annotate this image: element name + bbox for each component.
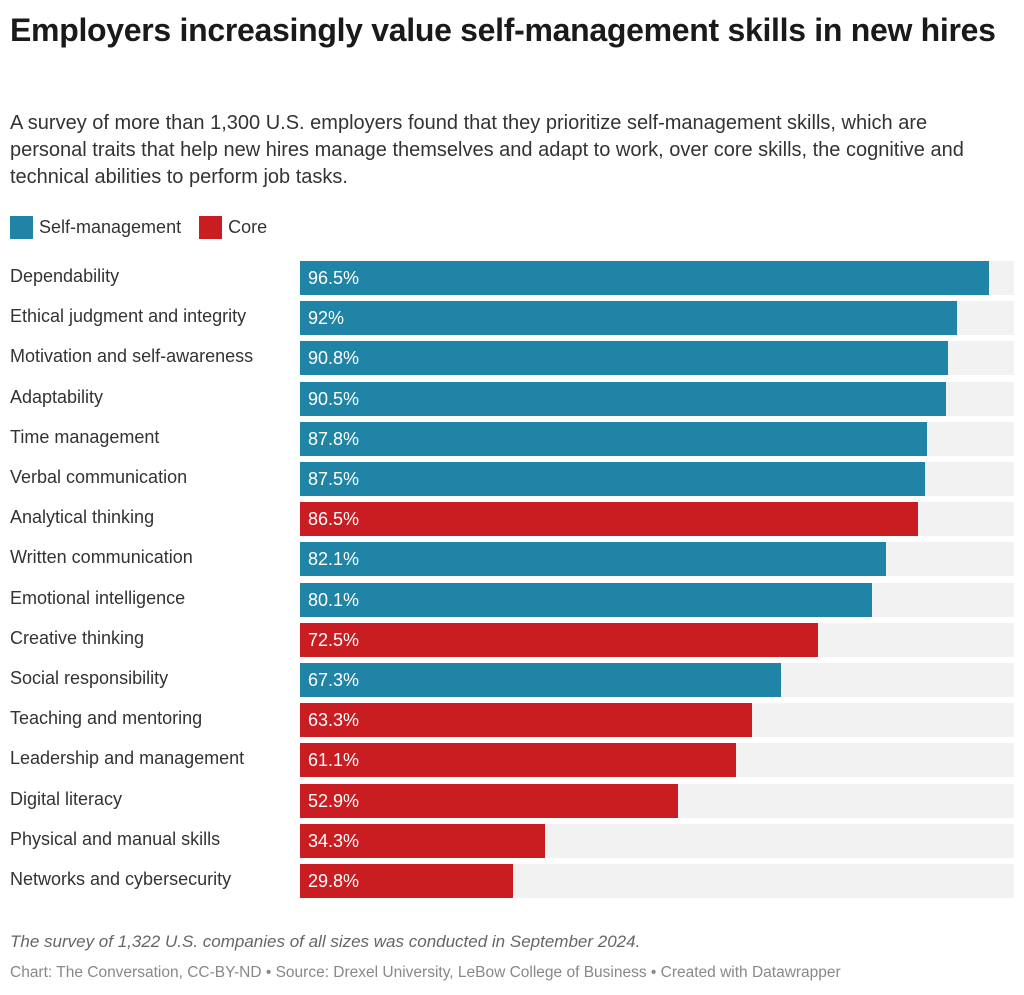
chart-credit: Chart: The Conversation, CC-BY-ND • Sour… [10,964,841,981]
data-label: 96.5% [308,268,360,288]
data-label: 92% [308,308,345,329]
bar-track: 86.5% [300,502,1014,537]
category-label: Digital literacy [10,788,123,809]
bar-row: Analytical thinking 86.5% [0,502,1024,537]
bar-row: Social responsibility 67.3% [0,663,1024,697]
data-label: 61.1% [308,750,360,771]
legend: Self-management Core [10,214,285,240]
data-label: 80.1% [308,589,360,610]
category-label: Motivation and self-awareness [10,346,254,367]
bar: 52.9% [300,783,678,818]
legend-swatch-core [199,215,223,239]
bar-track: 61.1% [300,743,1014,778]
legend-item-self-management: Self-management [10,215,182,239]
bar: 90.5% [300,381,947,416]
bar: 82.1% [300,542,887,577]
bar-row: Motivation and self-awareness 90.8% [0,341,1024,376]
category-label: Teaching and mentoring [10,708,203,729]
bar-row: Ethical judgment and integrity 92% [0,301,1024,336]
bar: 29.8% [300,864,513,898]
bar-track: 90.5% [300,381,1014,416]
bar-chart: Dependability 96.5% Ethical judgment and i… [0,261,1024,901]
bar: 80.1% [300,582,872,617]
chart-title: Employers increasingly value self-manage… [10,12,996,48]
category-label: Emotional intelligence [10,587,186,608]
bar-row: Digital literacy 52.9% [0,783,1024,818]
category-label: Leadership and management [10,748,245,769]
bar-track: 72.5% [300,622,1014,657]
bar-track: 34.3% [300,823,1014,858]
bar-row: Adaptability 90.5% [0,381,1024,416]
legend-label-self-management: Self-management [39,216,182,237]
bar: 90.8% [300,341,949,376]
bar: 87.8% [300,421,927,456]
data-label: 90.8% [308,348,360,369]
legend-swatch-self-management [10,215,33,239]
bar-track: 82.1% [300,542,1014,577]
bar-track: 63.3% [300,703,1014,738]
bar: 63.3% [300,703,752,738]
data-label: 82.1% [308,549,360,570]
legend-label-core: Core [228,216,268,237]
bar-row: Networks and cybersecurity 29.8% [0,864,1024,898]
bar-row: Dependability 96.5% [0,261,1024,295]
legend-item-core: Core [199,215,268,239]
bar: 96.5% [300,261,989,295]
category-label: Written communication [10,547,193,568]
bar-track: 90.8% [300,341,1014,376]
data-label: 86.5% [308,509,360,530]
data-label: 34.3% [308,830,360,851]
data-label: 87.8% [308,428,360,449]
category-label: Adaptability [10,386,104,407]
category-label: Physical and manual skills [10,828,221,849]
bar-track: 87.8% [300,421,1014,456]
bar: 87.5% [300,462,925,496]
category-label: Social responsibility [10,668,169,688]
bar-track: 52.9% [300,783,1014,818]
data-label: 72.5% [308,629,360,650]
bar-track: 80.1% [300,582,1014,617]
category-label: Dependability [10,266,120,286]
data-label: 87.5% [308,469,360,489]
bar-row: Creative thinking 72.5% [0,622,1024,657]
bar: 72.5% [300,622,818,657]
bar: 67.3% [300,663,781,697]
category-label: Creative thinking [10,627,145,648]
category-label: Networks and cybersecurity [10,869,232,889]
category-label: Ethical judgment and integrity [10,306,247,327]
chart-note: The survey of 1,322 U.S. companies of al… [10,932,641,951]
bar-track: 96.5% [300,261,1014,295]
data-label: 29.8% [308,871,360,891]
bar: 34.3% [300,823,545,858]
data-label: 67.3% [308,670,360,690]
category-label: Verbal communication [10,467,188,487]
bar-track: 67.3% [300,663,1014,697]
bar-row: Written communication 82.1% [0,542,1024,577]
bar: 86.5% [300,502,918,537]
chart-subtitle: A survey of more than 1,300 U.S. employe… [10,112,964,188]
bar-row: Emotional intelligence 80.1% [0,582,1024,617]
bar-row: Teaching and mentoring 63.3% [0,703,1024,738]
data-label: 63.3% [308,710,360,731]
data-label: 90.5% [308,388,360,409]
bar-row: Leadership and management 61.1% [0,743,1024,778]
category-label: Analytical thinking [10,507,155,528]
bar-row: Verbal communication 87.5% [0,462,1024,496]
bar: 61.1% [300,743,737,778]
bar-track: 29.8% [300,864,1014,898]
bar-row: Time management 87.8% [0,421,1024,456]
data-label: 52.9% [308,790,360,811]
bar: 92% [300,301,957,336]
bar-row: Physical and manual skills 34.3% [0,823,1024,858]
bar-track: 92% [300,301,1014,336]
category-label: Time management [10,426,160,447]
bar-track: 87.5% [300,462,1014,496]
